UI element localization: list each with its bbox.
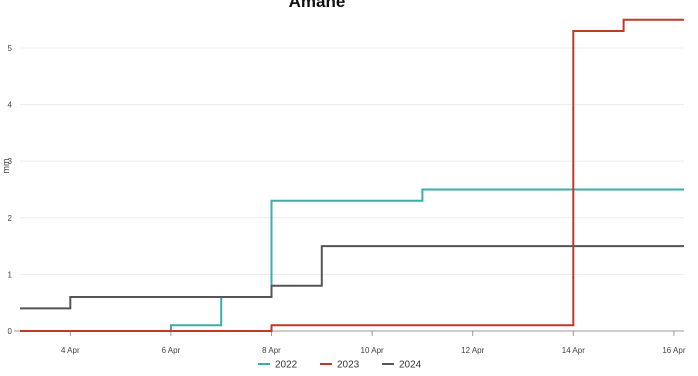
legend-item-2023[interactable]: 2023 xyxy=(320,360,360,371)
legend-label: 2024 xyxy=(399,360,422,371)
series-line-2024 xyxy=(20,245,684,310)
legend-label: 2022 xyxy=(275,360,298,371)
legend-item-2024[interactable]: 2024 xyxy=(382,360,422,371)
y-tick-label: 2 xyxy=(8,214,13,223)
y-tick-label: 1 xyxy=(8,270,13,279)
axes: 0 1 2 3 4 5 4 Apr 6 Apr 8 Apr 10 Apr 12 Apr 14 Apr 1… xyxy=(8,44,686,355)
series-line-2022 xyxy=(20,188,684,332)
series-line-2023 xyxy=(20,18,684,332)
legend: 2022 2023 2024 xyxy=(258,360,422,371)
y-tick-label: 5 xyxy=(8,44,13,53)
x-tick-label: 12 Apr xyxy=(461,346,484,355)
x-tick-label: 4 Apr xyxy=(61,346,80,355)
legend-label: 2023 xyxy=(337,360,360,371)
x-tick-label: 8 Apr xyxy=(262,346,281,355)
series-group xyxy=(20,18,684,332)
x-tick-label: 14 Apr xyxy=(562,346,585,355)
x-tick-label: 6 Apr xyxy=(162,346,181,355)
y-tick-label: 3 xyxy=(8,157,13,166)
y-tick-label: 0 xyxy=(8,327,13,336)
y-axis-label: mm xyxy=(1,159,11,174)
legend-item-2022[interactable]: 2022 xyxy=(258,360,298,371)
x-tick-label: 10 Apr xyxy=(361,346,384,355)
chart-title: Amane xyxy=(289,0,346,11)
x-tick-label: 16 Apr xyxy=(662,346,685,355)
grid xyxy=(20,47,684,275)
y-tick-label: 4 xyxy=(8,101,13,110)
